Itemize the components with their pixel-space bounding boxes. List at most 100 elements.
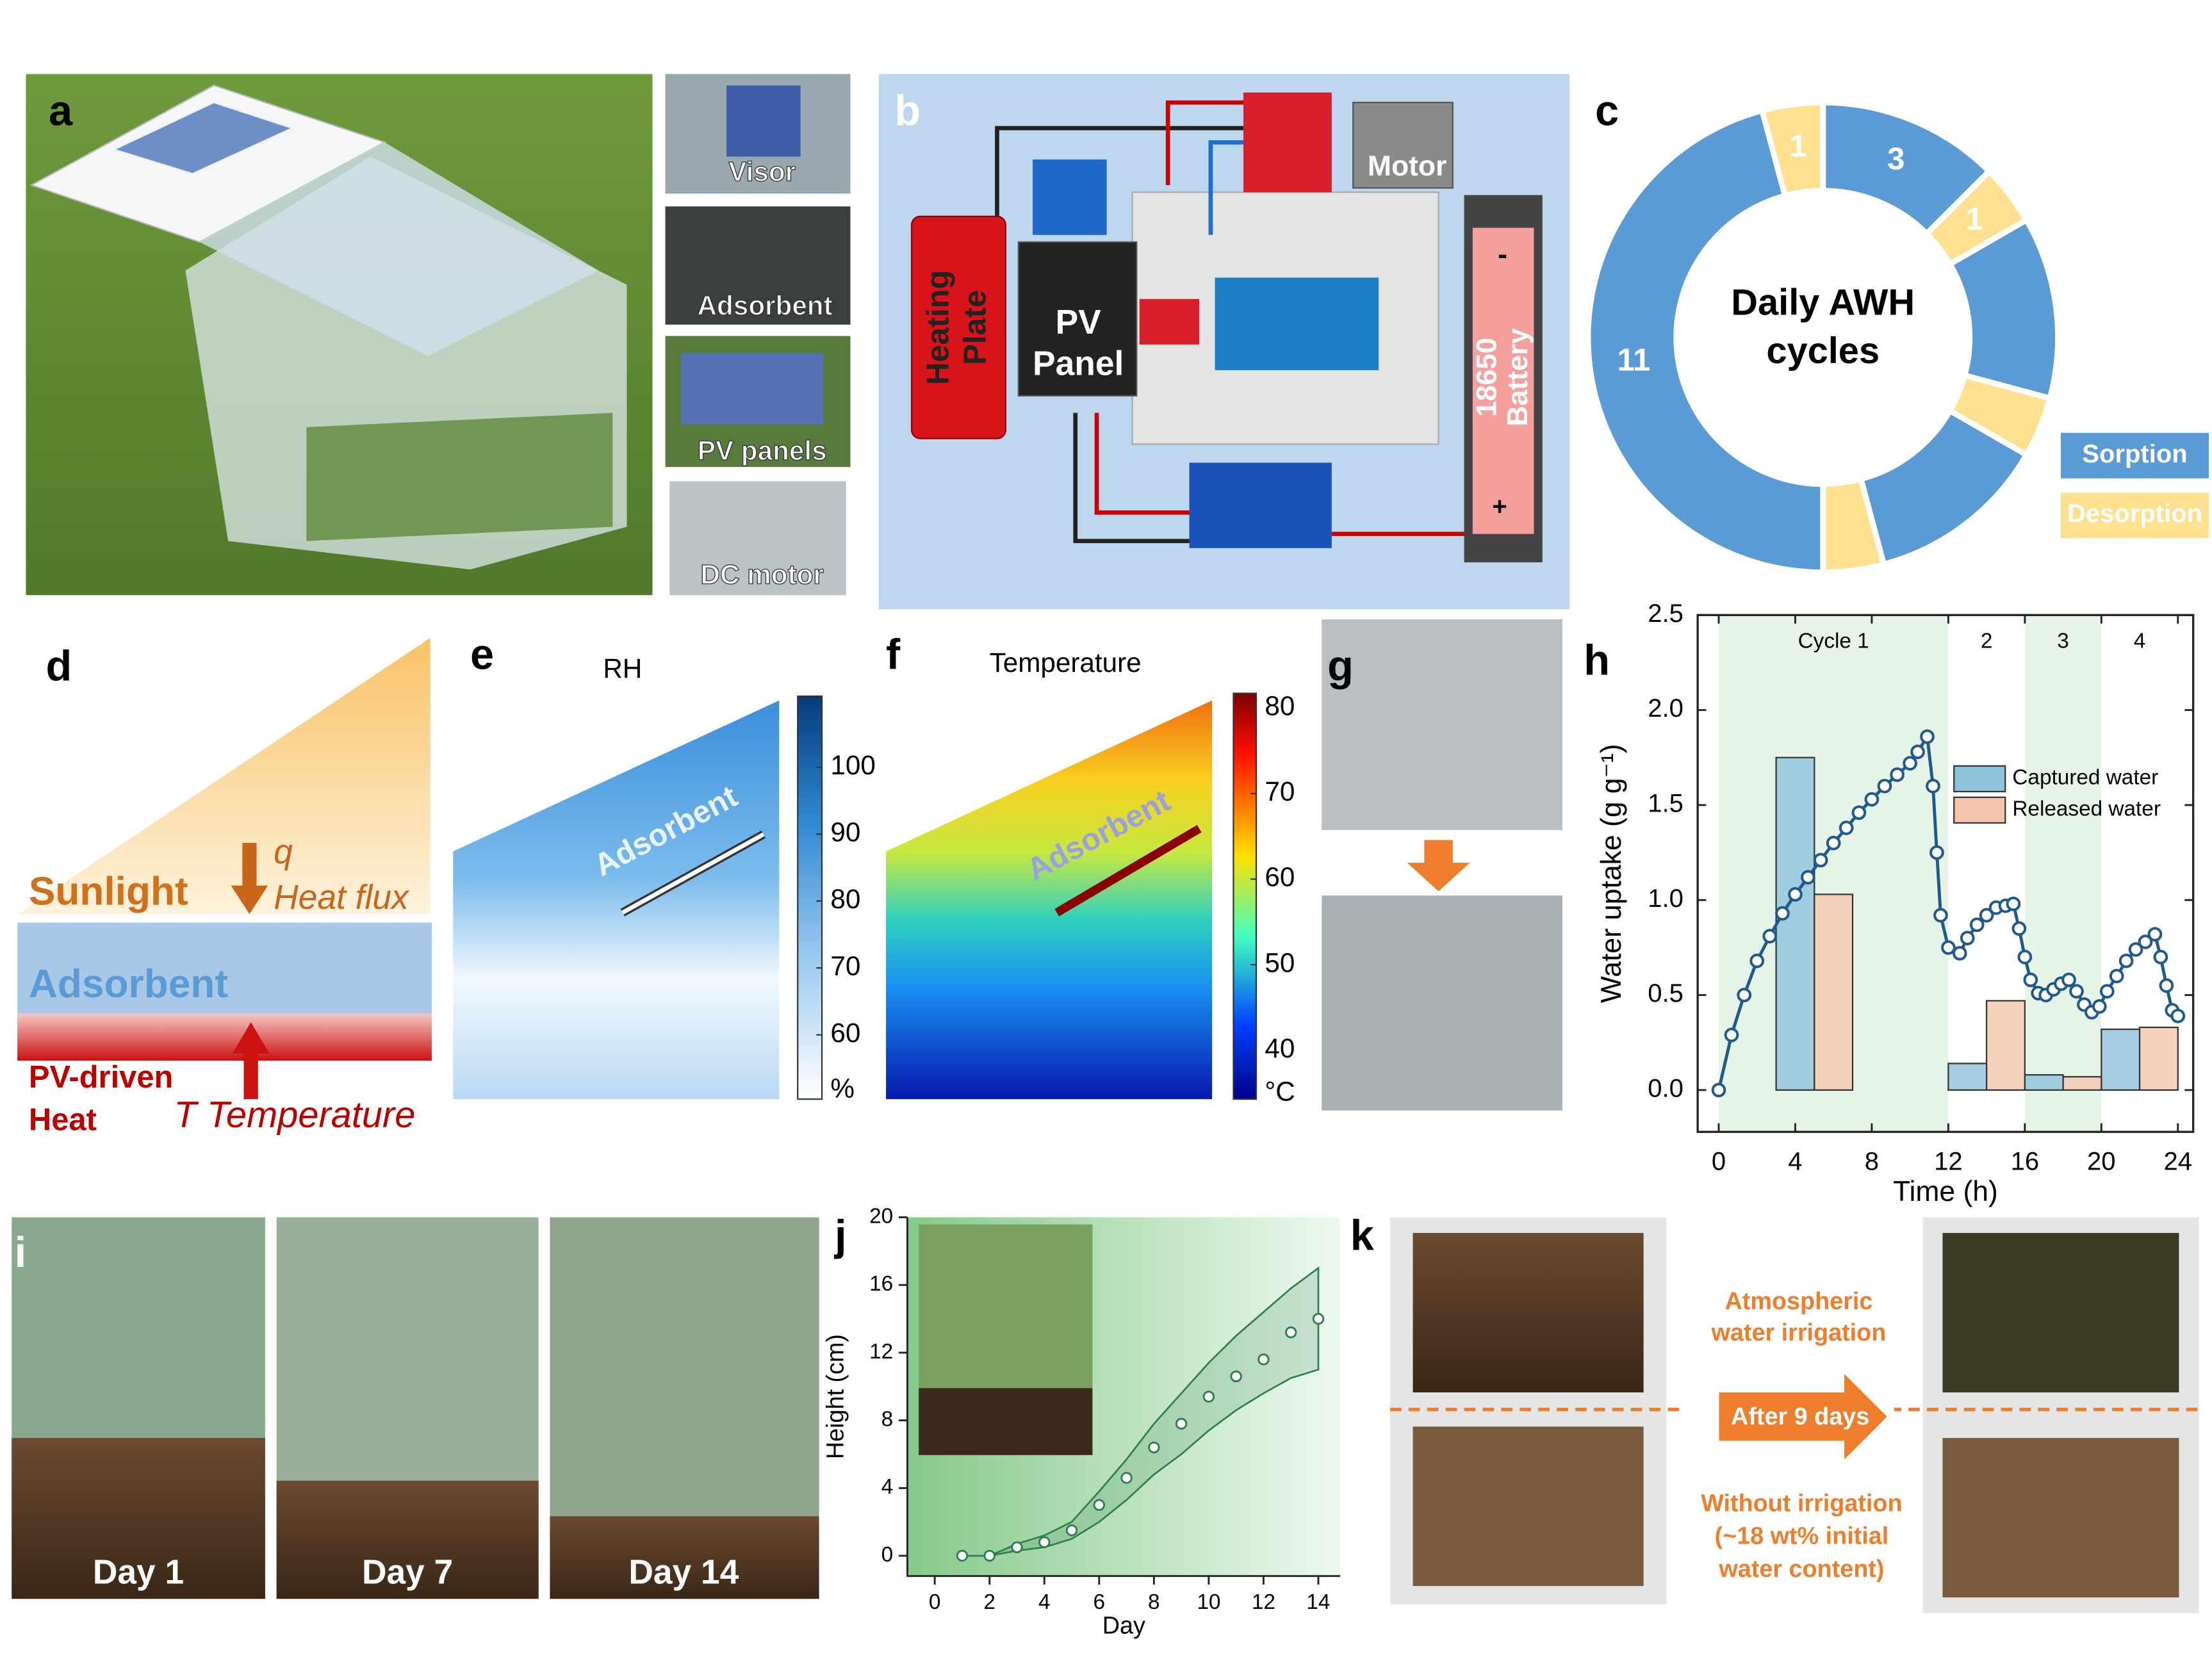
rh-field	[453, 700, 780, 1100]
point	[1175, 1417, 1188, 1430]
wire	[1073, 412, 1197, 544]
point	[1813, 852, 1828, 868]
point	[1011, 1541, 1023, 1554]
panel-label: j	[833, 1212, 847, 1260]
cycle-label: Cycle 1	[1798, 629, 1869, 653]
point	[1120, 1472, 1133, 1484]
point	[1749, 953, 1765, 968]
colorbar-tick-label: 100	[830, 750, 875, 780]
bar	[2101, 1028, 2141, 1091]
battery-sign: -	[1498, 239, 1507, 270]
motor-label: Motor	[1368, 151, 1446, 182]
donut-segment	[1585, 107, 1826, 576]
y-tick-label: 0.5	[1648, 979, 1684, 1007]
motor	[1352, 101, 1454, 189]
y-axis-label: Height (cm)	[822, 1334, 849, 1459]
legend-label: Sorption	[2082, 440, 2187, 468]
legend-swatch	[2060, 432, 2209, 478]
y-tick-label: 0.0	[1648, 1074, 1684, 1102]
colorbar-tick-label: 50	[1265, 947, 1295, 977]
point	[2006, 896, 2021, 911]
label: Heat flux	[274, 879, 410, 917]
legend-swatch	[1953, 765, 2006, 793]
point	[1969, 917, 1985, 933]
point	[1093, 1499, 1106, 1511]
panel-label: i	[15, 1229, 27, 1276]
label: PV-driven	[29, 1060, 174, 1095]
point	[1775, 906, 1790, 921]
label-line: Battery	[1502, 328, 1534, 426]
photo	[1322, 619, 1562, 830]
temp-arrow	[232, 1022, 270, 1100]
panel-d: Sunlight q Heat flux Adsorbent PV-driven…	[17, 637, 432, 1138]
x-tick-label: 14	[1306, 1590, 1330, 1614]
legend-label: Desorption	[2067, 500, 2202, 528]
panel-a: Visor Adsorbent PV panels DC motor a	[26, 74, 851, 596]
plants	[306, 412, 613, 541]
heater-layer	[17, 1013, 432, 1061]
cycle-label: 2	[1981, 629, 1993, 653]
axes-frame	[906, 1217, 1341, 1578]
point	[2118, 953, 2134, 968]
point	[2138, 934, 2153, 949]
legend-label: Captured water	[2012, 766, 2158, 790]
photo	[1322, 895, 1562, 1111]
colorbar-tick-label: 70	[830, 950, 860, 981]
point	[1711, 1082, 1726, 1098]
x-tick-label: 16	[2011, 1148, 2039, 1176]
point	[1890, 767, 1905, 782]
point	[983, 1549, 995, 1562]
panel-label: b	[894, 87, 921, 135]
bar	[1985, 1000, 2026, 1091]
colorbar	[797, 695, 823, 1100]
x-tick-label: 6	[1094, 1590, 1106, 1614]
pv-label: Panel	[1033, 345, 1124, 382]
heating-label: Heating Plate	[921, 270, 992, 385]
segment-label: 1	[1965, 202, 1983, 236]
label-line: Plate	[958, 290, 992, 365]
x-tick-label: 4	[1788, 1148, 1802, 1176]
bar	[1814, 893, 1854, 1091]
x-tick-label: 8	[1865, 1148, 1879, 1176]
panel-label: d	[46, 642, 72, 690]
point	[2023, 972, 2038, 988]
y-tick-label: 20	[869, 1204, 893, 1228]
inset-photo	[669, 481, 846, 596]
bar	[1947, 1063, 1988, 1091]
label: (~18 wt% initial	[1714, 1523, 1888, 1550]
point	[1851, 805, 1867, 820]
point	[956, 1549, 969, 1562]
point	[1933, 908, 1948, 923]
adsorbent-plate	[621, 832, 765, 915]
inset-label: DC motor	[701, 559, 824, 589]
x-tick-label: 12	[1252, 1590, 1275, 1614]
point	[2147, 927, 2163, 942]
point	[1926, 778, 1940, 794]
cycle-label: 4	[2134, 629, 2146, 653]
panel-g: g	[1322, 619, 1562, 1111]
label-line: Heating	[921, 270, 955, 385]
colorbar-tick-label: 90	[830, 817, 860, 847]
segment-label: 3	[1887, 142, 1905, 177]
colorbar-tick-label: 70	[1265, 776, 1295, 806]
arduino	[1215, 277, 1379, 370]
pv-panel	[1017, 241, 1138, 397]
point	[1864, 792, 1880, 807]
sensor	[1139, 298, 1200, 345]
x-tick-label: 4	[1038, 1590, 1051, 1614]
bar	[1775, 756, 1815, 1091]
soil	[1413, 1233, 1644, 1392]
y-axis-label: Water uptake (g g⁻¹)	[1596, 744, 1627, 1003]
colorbar-tick-label: 80	[830, 884, 860, 914]
point	[1312, 1312, 1325, 1325]
label: q	[274, 833, 293, 871]
y-tick-label: 4	[881, 1475, 894, 1499]
point	[1724, 1027, 1739, 1043]
x-tick-label: 24	[2164, 1148, 2193, 1176]
y-tick-label: 0	[881, 1543, 894, 1567]
y-tick-label: 12	[869, 1340, 893, 1364]
legend-label: Released water	[2012, 797, 2161, 821]
donut-title-box: Daily AWH cycles	[1731, 281, 1915, 371]
panel-i: Day 1 Day 7 Day 14 i	[12, 1217, 819, 1599]
